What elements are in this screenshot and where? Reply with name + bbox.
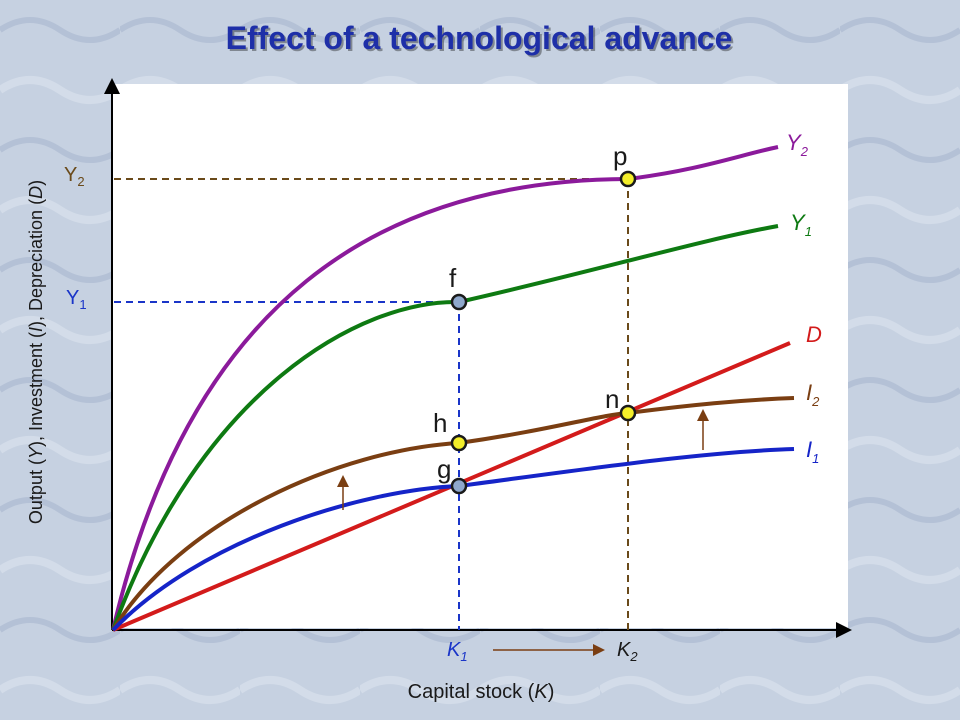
point-p-marker xyxy=(619,170,637,188)
curve-label-d: D xyxy=(806,322,822,347)
point-g-marker xyxy=(450,477,468,495)
plot-area xyxy=(112,84,848,628)
point-f-marker xyxy=(450,293,468,311)
slide-title: Effect of a technological advance xyxy=(226,20,733,56)
axis-label-y1: Y1 xyxy=(66,287,87,312)
point-n-label: n xyxy=(605,384,619,414)
curve-i2 xyxy=(111,396,795,632)
curve-label-y2: Y2 xyxy=(786,130,809,159)
curve-label-i2: I2 xyxy=(806,380,820,409)
axis-label-k2: K2 xyxy=(617,639,638,664)
point-p-label: p xyxy=(613,141,627,171)
point-f-label: f xyxy=(449,263,457,293)
point-n-marker xyxy=(619,404,637,422)
x-axis-title: Capital stock (K) xyxy=(408,681,555,703)
curve-label-i1: I1 xyxy=(806,437,819,466)
point-h-label: h xyxy=(433,408,447,438)
curve-y1 xyxy=(111,224,779,631)
axis-label-k1: K1 xyxy=(447,639,468,664)
curve-y2 xyxy=(111,145,779,631)
curve-label-y1: Y1 xyxy=(790,210,812,239)
slide-title: Effect of a technological advance xyxy=(228,22,735,58)
point-h-marker xyxy=(450,434,468,452)
point-g-label: g xyxy=(437,454,451,484)
y-axis-title: Output (Y), Investment (I), Depreciation… xyxy=(26,180,46,524)
axis-label-y2: Y2 xyxy=(64,164,85,189)
